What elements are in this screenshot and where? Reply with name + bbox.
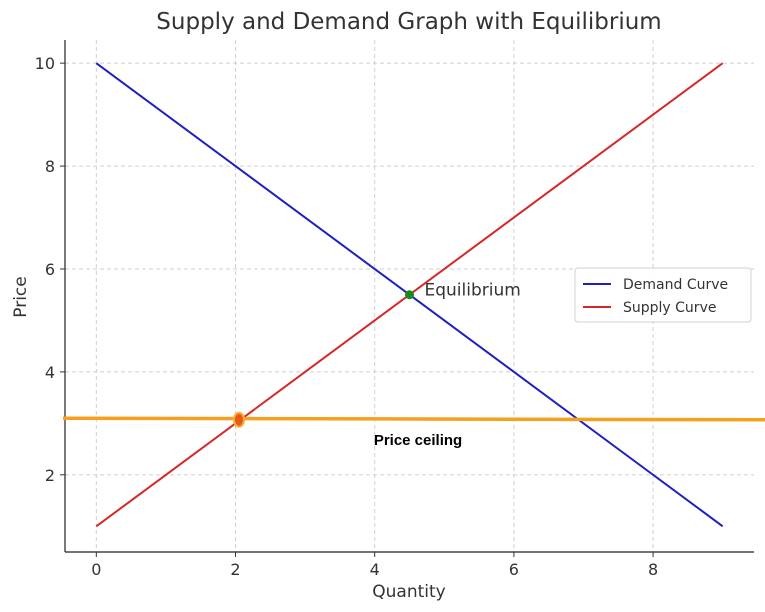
legend-entry-label: Demand Curve (623, 277, 728, 293)
legend-box (574, 267, 752, 323)
y-tick-label: 10 (35, 54, 55, 73)
y-axis-label: Price (11, 276, 31, 317)
price-ceiling-line (62, 416, 765, 422)
chart-title: Supply and Demand Graph with Equilibrium (156, 9, 661, 35)
price-ceiling-label: Price ceiling (374, 432, 462, 449)
x-tick-label: 0 (91, 560, 101, 579)
x-tick-label: 8 (648, 560, 658, 579)
y-tick-label: 4 (45, 363, 55, 382)
x-tick-label: 2 (230, 560, 240, 579)
x-tick-label: 6 (509, 560, 519, 579)
y-tick-label: 2 (45, 466, 55, 485)
legend: Demand Curve Supply Curve (574, 267, 752, 323)
y-tick-label: 8 (45, 157, 55, 176)
legend-entry-label: Supply Curve (623, 300, 716, 316)
x-tick-label: 4 (370, 560, 380, 579)
y-tick-label: 6 (45, 260, 55, 279)
equilibrium-point (405, 290, 414, 300)
price-ceiling-marker (232, 411, 245, 428)
equilibrium-label: Equilibrium (425, 281, 521, 301)
price-ceiling: Price ceiling (62, 411, 765, 449)
ticks: 0 2 4 6 8 2 4 6 8 10 (35, 54, 659, 579)
x-axis-label: Quantity (372, 582, 445, 602)
axes (64, 40, 754, 553)
annotations: Equilibrium (405, 281, 521, 301)
